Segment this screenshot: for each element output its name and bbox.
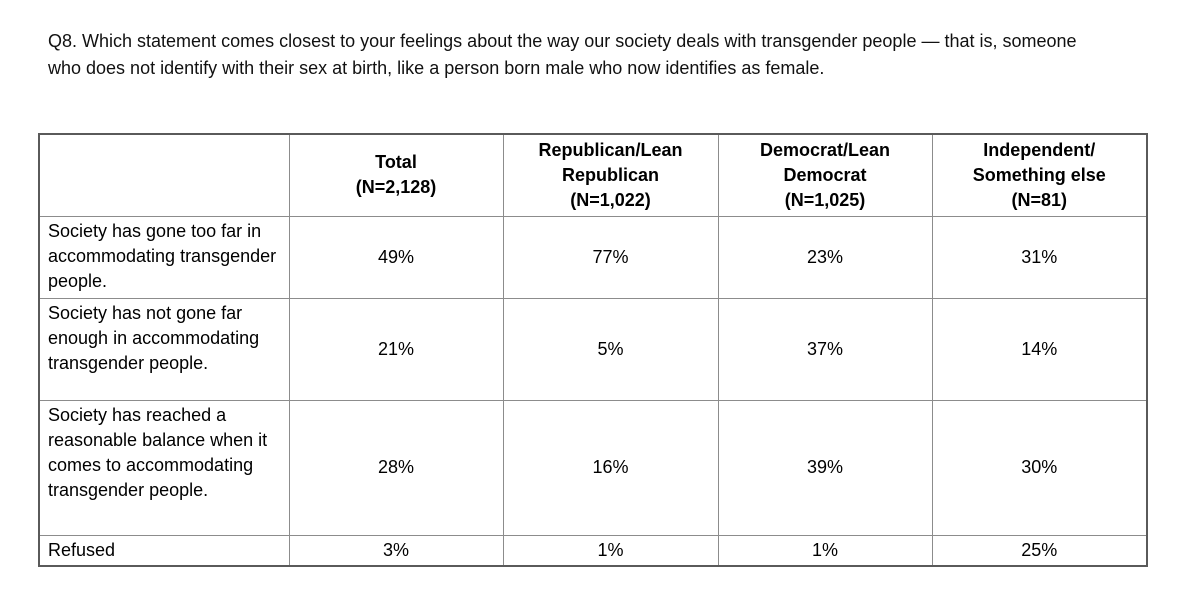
column-label-line: Democrat/Lean — [759, 139, 891, 160]
results-table: Total (N=2,128) Republican/Lean Republic… — [38, 133, 1148, 567]
table-row-reasonable-balance: Society has reached a reasonable balance… — [38, 399, 1148, 536]
column-label-line: Total — [375, 152, 417, 173]
value-cell: 14% — [931, 297, 1148, 401]
table-row-gone-too-far: Society has gone too far in accommodatin… — [38, 215, 1148, 299]
value-cell: 3% — [288, 534, 504, 566]
value-cell: 39% — [717, 399, 933, 536]
value-cell: 77% — [502, 215, 719, 299]
column-n-label: (N=1,022) — [570, 189, 651, 210]
value-cell: 28% — [288, 399, 504, 536]
corner-cell — [38, 133, 290, 217]
column-header-republican: Republican/Lean Republican (N=1,022) — [502, 133, 719, 217]
table-row-refused: Refused 3% 1% 1% 25% — [38, 534, 1148, 566]
value-cell: 16% — [502, 399, 719, 536]
value-cell: 23% — [717, 215, 933, 299]
column-n-label: (N=2,128) — [355, 177, 437, 198]
column-label-line: Republican — [561, 164, 659, 185]
column-label-line: Independent/ — [983, 139, 1096, 160]
column-label-line: Democrat — [783, 164, 867, 185]
row-label: Society has reached a reasonable balance… — [38, 399, 290, 536]
value-cell: 30% — [931, 399, 1148, 536]
column-header-democrat: Democrat/Lean Democrat (N=1,025) — [717, 133, 933, 217]
header-row: Total (N=2,128) Republican/Lean Republic… — [38, 133, 1148, 217]
column-label-line: Something else — [972, 164, 1106, 185]
value-cell: 1% — [502, 534, 719, 566]
column-header-independent: Independent/ Something else (N=81) — [931, 133, 1148, 217]
column-n-label: (N=81) — [1011, 189, 1068, 210]
value-cell: 1% — [717, 534, 933, 566]
column-n-label: (N=1,025) — [784, 189, 866, 210]
table-row-not-gone-far-enough: Society has not gone far enough in accom… — [38, 297, 1148, 401]
row-label: Refused — [38, 534, 290, 566]
row-label: Society has not gone far enough in accom… — [38, 297, 290, 401]
value-cell: 31% — [931, 215, 1148, 299]
column-label-line: Republican/Lean — [538, 139, 683, 160]
value-cell: 49% — [288, 215, 504, 299]
column-header-total: Total (N=2,128) — [288, 133, 504, 217]
value-cell: 25% — [931, 534, 1148, 566]
row-label: Society has gone too far in accommodatin… — [38, 215, 290, 299]
value-cell: 5% — [502, 297, 719, 401]
value-cell: 37% — [717, 297, 933, 401]
question-text: Q8. Which statement comes closest to you… — [48, 31, 1077, 78]
value-cell: 21% — [288, 297, 504, 401]
